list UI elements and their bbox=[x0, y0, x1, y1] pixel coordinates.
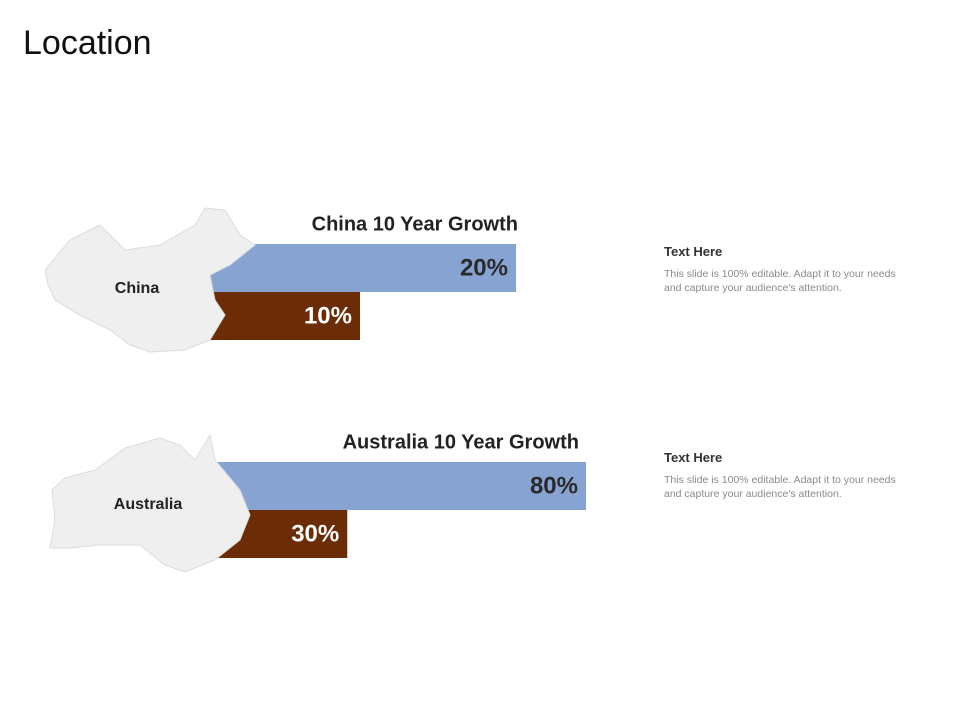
chart-title: China 10 Year Growth bbox=[312, 213, 518, 235]
bar bbox=[204, 244, 516, 292]
value-label: 20% bbox=[460, 254, 508, 281]
value-label: 80% bbox=[530, 472, 578, 499]
australia-map bbox=[49, 433, 251, 573]
chart-title: Australia 10 Year Growth bbox=[343, 431, 579, 453]
bar bbox=[204, 292, 360, 340]
value-label: 30% bbox=[291, 520, 339, 547]
note: Text Here This slide is 100% editable. A… bbox=[664, 450, 914, 501]
region-label: China bbox=[115, 280, 160, 297]
note-heading: Text Here bbox=[664, 450, 723, 465]
note: Text Here This slide is 100% editable. A… bbox=[664, 244, 914, 295]
note-body: This slide is 100% editable. Adapt it to… bbox=[664, 474, 896, 500]
bars bbox=[204, 244, 586, 558]
note-heading: Text Here bbox=[664, 244, 723, 259]
region-label: Australia bbox=[114, 496, 183, 513]
value-label: 10% bbox=[304, 302, 352, 329]
china-map bbox=[44, 207, 256, 353]
labels: China 10 Year Growth China 20% 10% Australia… bbox=[114, 213, 579, 547]
bar bbox=[204, 462, 586, 510]
note-body: This slide is 100% editable. Adapt it to… bbox=[664, 268, 896, 294]
slide-title: Location bbox=[23, 24, 152, 62]
